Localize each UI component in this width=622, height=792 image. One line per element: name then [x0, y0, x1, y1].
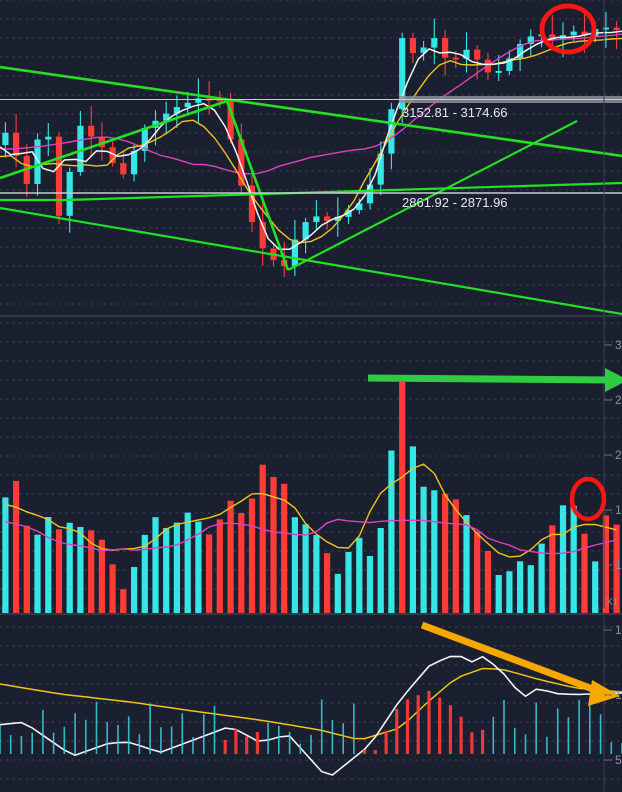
- svg-text:2: 2: [615, 393, 622, 407]
- svg-text:1: 1: [615, 503, 622, 517]
- svg-text:X1: X1: [606, 597, 619, 608]
- svg-text:3152.81 - 3174.66: 3152.81 - 3174.66: [402, 105, 508, 120]
- svg-text:5: 5: [615, 753, 622, 767]
- svg-text:1: 1: [615, 623, 622, 637]
- svg-text:2: 2: [615, 448, 622, 462]
- svg-text:1: 1: [615, 688, 622, 702]
- svg-text:2861.92 - 2871.96: 2861.92 - 2871.96: [402, 195, 508, 210]
- svg-text:3: 3: [615, 338, 622, 352]
- svg-text:1: 1: [615, 558, 622, 572]
